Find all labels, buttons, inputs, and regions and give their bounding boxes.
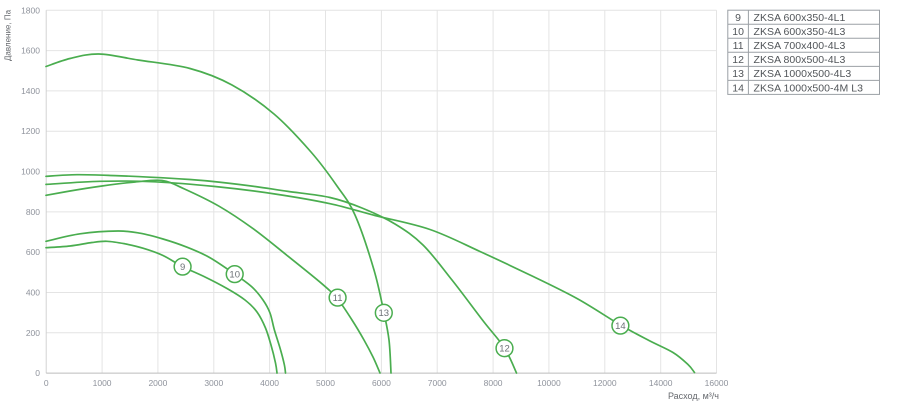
svg-text:Давление, Па: Давление, Па [4, 9, 13, 61]
svg-text:0: 0 [44, 378, 49, 388]
svg-text:600: 600 [26, 247, 40, 257]
svg-text:10000: 10000 [537, 378, 561, 388]
svg-text:4000: 4000 [260, 378, 279, 388]
svg-text:14000: 14000 [649, 378, 673, 388]
svg-text:ZKSA 600x350-4L1: ZKSA 600x350-4L1 [754, 12, 846, 24]
svg-text:1000: 1000 [93, 378, 112, 388]
svg-text:ZKSA 1000x500-4L3: ZKSA 1000x500-4L3 [754, 68, 852, 80]
svg-text:ZKSA 600x350-4L3: ZKSA 600x350-4L3 [754, 26, 846, 38]
svg-text:13: 13 [379, 308, 390, 319]
svg-text:3000: 3000 [204, 378, 223, 388]
svg-text:13: 13 [732, 68, 744, 80]
svg-text:2000: 2000 [148, 378, 167, 388]
svg-text:10: 10 [229, 270, 240, 281]
svg-text:12000: 12000 [593, 378, 617, 388]
svg-text:200: 200 [26, 328, 40, 338]
svg-text:14: 14 [732, 82, 744, 94]
svg-text:12: 12 [499, 344, 510, 355]
svg-text:1600: 1600 [21, 46, 40, 56]
svg-text:12: 12 [732, 54, 744, 66]
svg-text:1400: 1400 [21, 86, 40, 96]
svg-text:1200: 1200 [21, 126, 40, 136]
svg-text:6000: 6000 [372, 378, 391, 388]
svg-text:9: 9 [735, 12, 741, 24]
svg-text:800: 800 [26, 207, 40, 217]
svg-text:8000: 8000 [484, 378, 503, 388]
svg-text:Расход, м³/ч: Расход, м³/ч [668, 391, 719, 401]
svg-text:16000: 16000 [705, 378, 729, 388]
svg-text:ZKSA 700x400-4L3: ZKSA 700x400-4L3 [754, 40, 846, 52]
svg-text:10: 10 [732, 26, 744, 38]
svg-text:400: 400 [26, 288, 40, 298]
svg-text:1000: 1000 [21, 167, 40, 177]
svg-text:5000: 5000 [316, 378, 335, 388]
svg-text:9: 9 [180, 262, 185, 273]
svg-text:11: 11 [333, 293, 343, 304]
svg-text:14: 14 [615, 321, 626, 332]
svg-text:11: 11 [733, 40, 744, 52]
svg-text:1800: 1800 [21, 5, 40, 15]
svg-text:ZKSA 1000x500-4M L3: ZKSA 1000x500-4M L3 [754, 82, 864, 94]
svg-text:ZKSA 800x500-4L3: ZKSA 800x500-4L3 [754, 54, 846, 66]
svg-text:0: 0 [35, 368, 40, 378]
svg-text:7000: 7000 [428, 378, 447, 388]
